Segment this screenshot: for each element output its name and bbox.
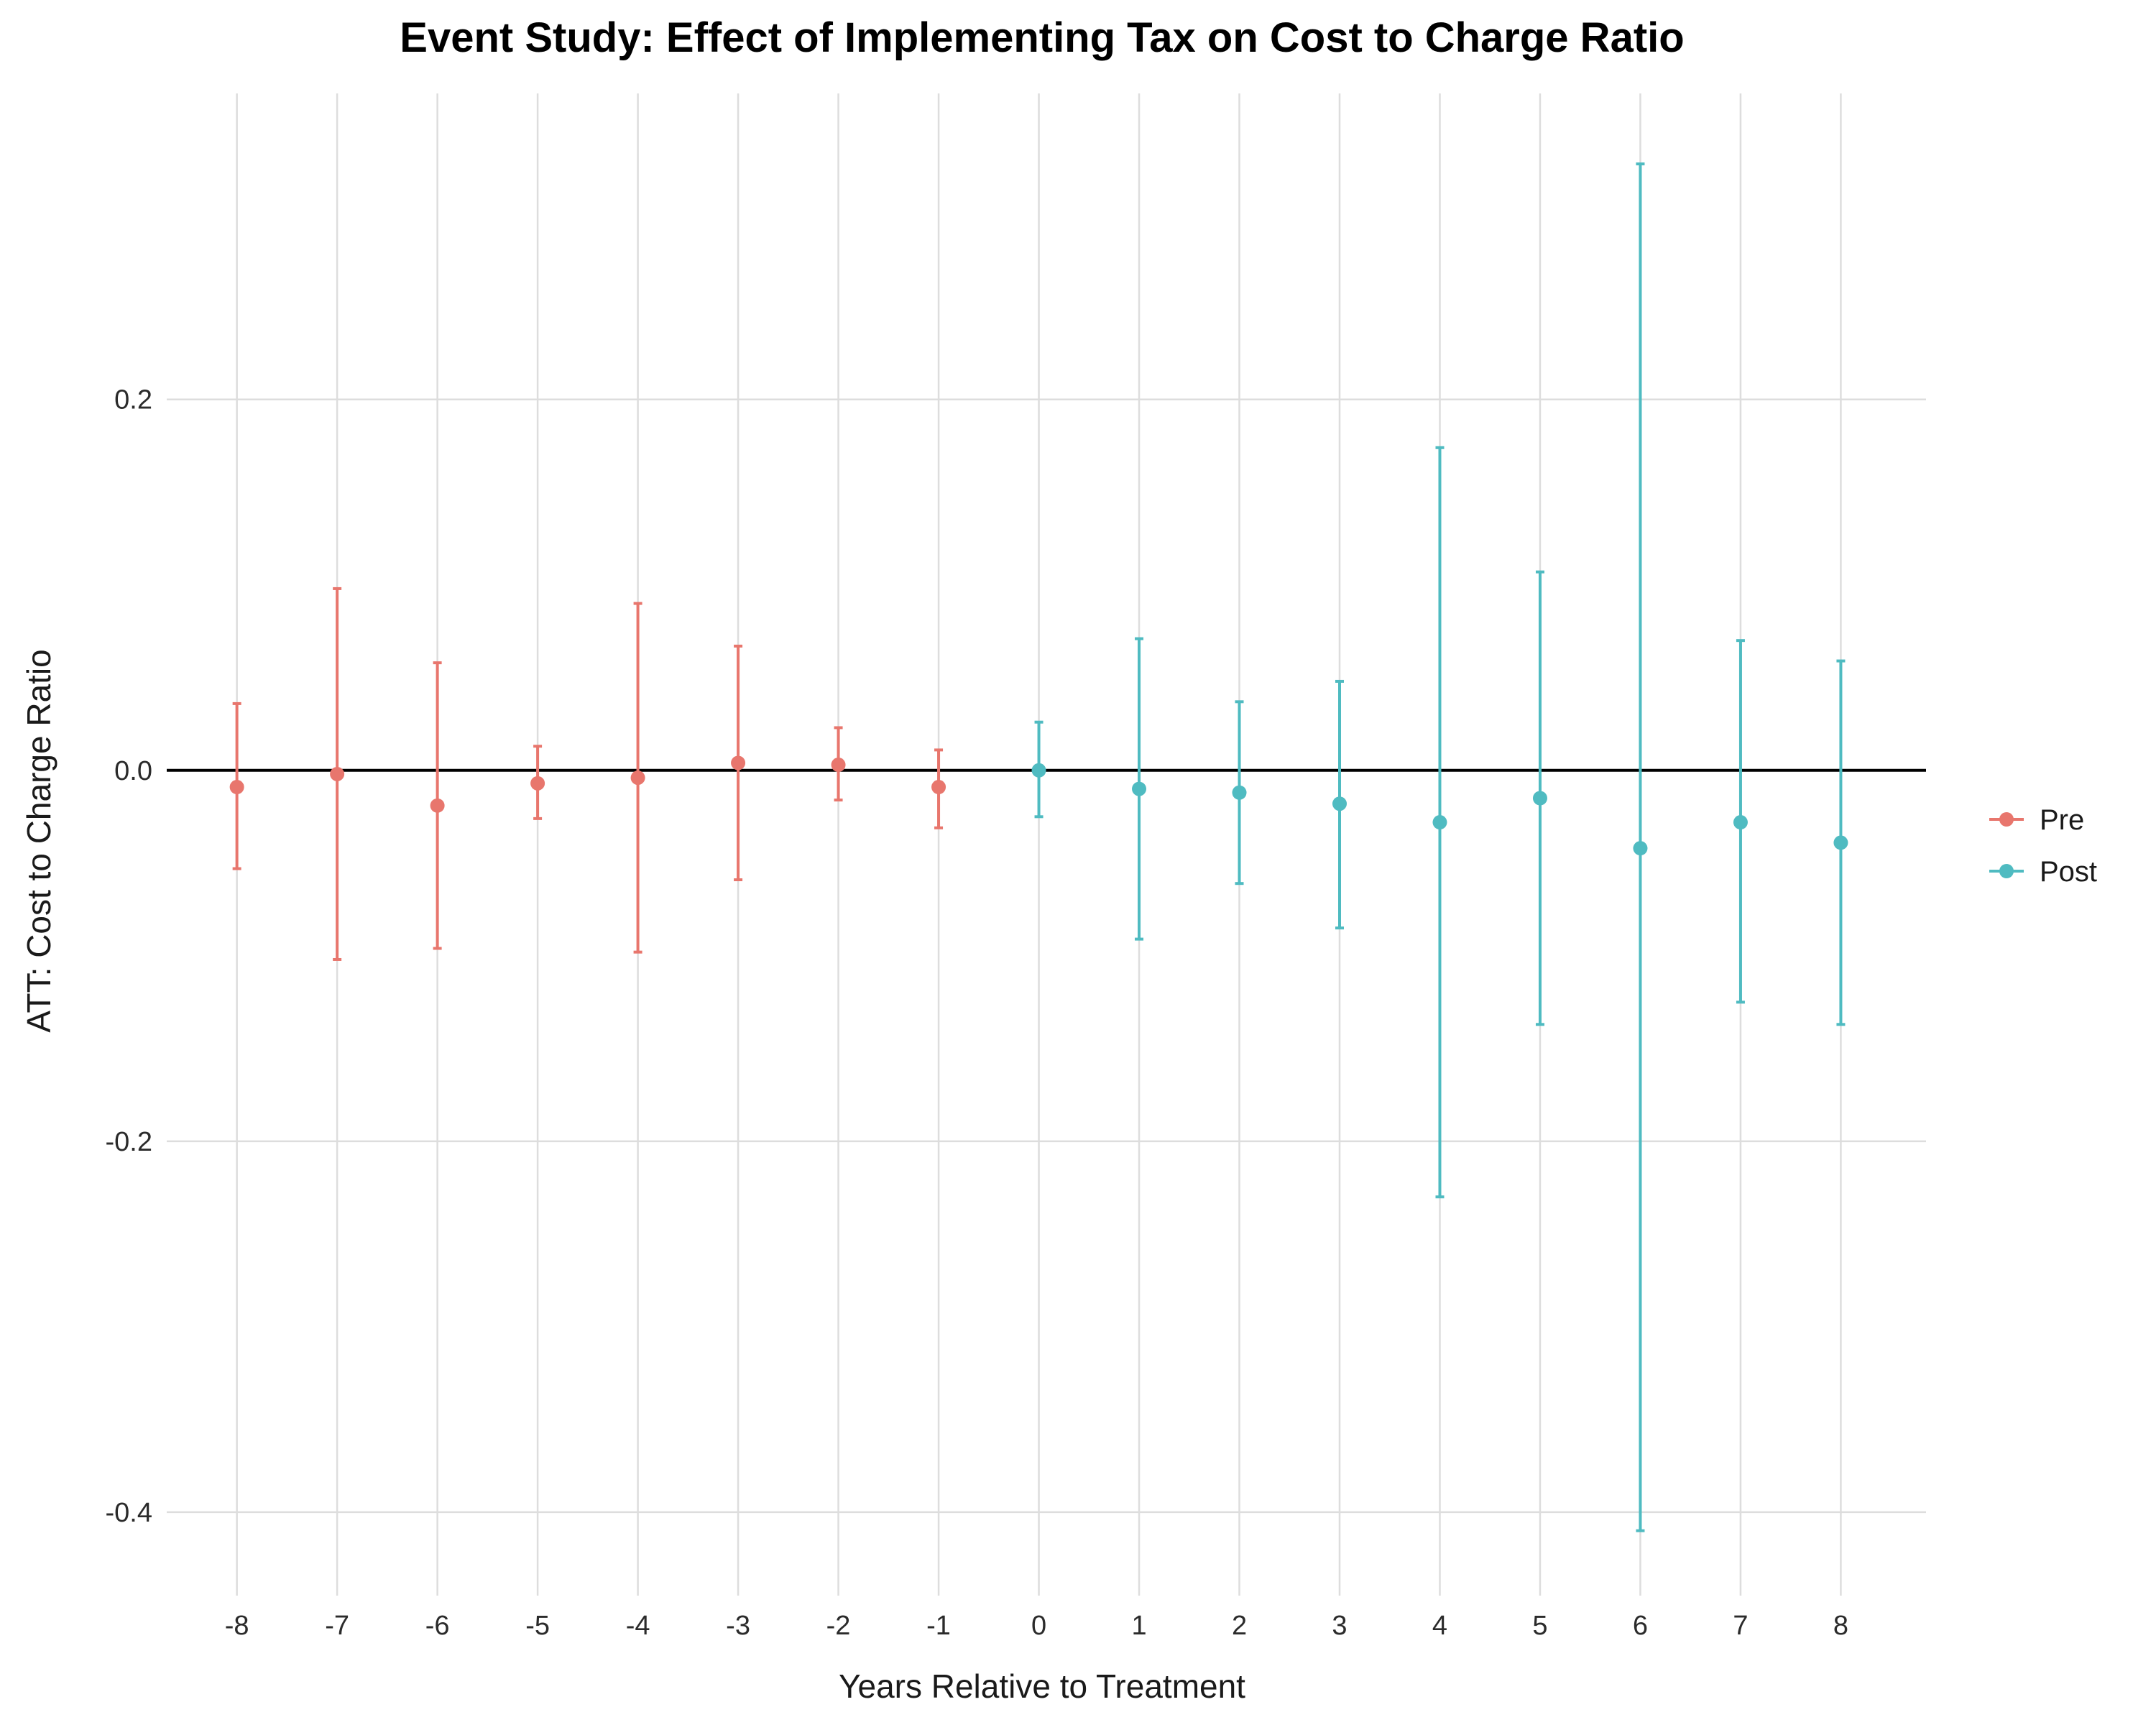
data-point <box>1633 841 1648 856</box>
data-point <box>1733 815 1748 830</box>
y-axis-title: ATT: Cost to Charge Ratio <box>20 649 57 1032</box>
data-point <box>931 780 946 795</box>
x-tick-label: 2 <box>1232 1611 1247 1641</box>
x-axis-title: Years Relative to Treatment <box>839 1668 1245 1705</box>
x-tick-label: 8 <box>1833 1611 1848 1641</box>
data-point <box>1833 835 1848 850</box>
y-tick-label: -0.4 <box>106 1498 152 1528</box>
x-tick-label: 4 <box>1432 1611 1447 1641</box>
x-tick-label: -8 <box>225 1611 249 1641</box>
legend-label: Pre <box>2040 804 2084 836</box>
series-post <box>1031 162 1848 1532</box>
x-tick-label: -7 <box>325 1611 349 1641</box>
data-point <box>1432 815 1447 830</box>
series-pre <box>229 586 946 961</box>
x-tick-label: -6 <box>425 1611 450 1641</box>
y-tick-label: 0.0 <box>114 756 152 786</box>
data-point <box>1532 791 1547 806</box>
x-tick-label: -4 <box>626 1611 650 1641</box>
y-tick-label: 0.2 <box>114 385 152 415</box>
x-tick-label: -1 <box>926 1611 951 1641</box>
legend-item-pre: Pre <box>1989 804 2084 836</box>
x-tick-label: 0 <box>1031 1611 1046 1641</box>
x-tick-label: -2 <box>826 1611 851 1641</box>
x-tick-label: -5 <box>525 1611 550 1641</box>
chart-title: Event Study: Effect of Implementing Tax … <box>400 14 1684 61</box>
x-tick-label: 1 <box>1131 1611 1146 1641</box>
data-point <box>330 766 345 781</box>
legend-label: Post <box>2040 856 2097 888</box>
legend-item-post: Post <box>1989 856 2097 888</box>
y-tick-label: -0.2 <box>106 1127 152 1157</box>
data-point <box>430 798 445 813</box>
data-point <box>1232 785 1247 800</box>
data-point <box>1132 781 1147 796</box>
x-tick-label: 6 <box>1633 1611 1648 1641</box>
x-tick-label: -3 <box>726 1611 750 1641</box>
data-point <box>1332 796 1347 811</box>
data-point <box>630 770 645 786</box>
x-tick-label: 5 <box>1532 1611 1547 1641</box>
x-tick-labels: -8 -7 -6 -5 -4 -3 -2 -1 0 1 2 3 4 5 6 7 8 <box>225 1611 1848 1641</box>
x-tick-label: 7 <box>1733 1611 1748 1641</box>
data-point <box>530 776 545 791</box>
data-point <box>731 755 746 770</box>
y-tick-labels: 0.2 0.0 -0.2 -0.4 <box>106 385 152 1528</box>
grid-layer <box>167 93 1926 1596</box>
x-tick-label: 3 <box>1332 1611 1347 1641</box>
legend-swatch-point <box>1999 812 2014 827</box>
legend-swatch-point <box>1999 864 2014 878</box>
data-point <box>229 780 244 795</box>
data-layer <box>229 162 1848 1532</box>
data-point <box>1031 763 1046 778</box>
data-point <box>831 758 846 773</box>
legend: Pre Post <box>1989 804 2097 888</box>
